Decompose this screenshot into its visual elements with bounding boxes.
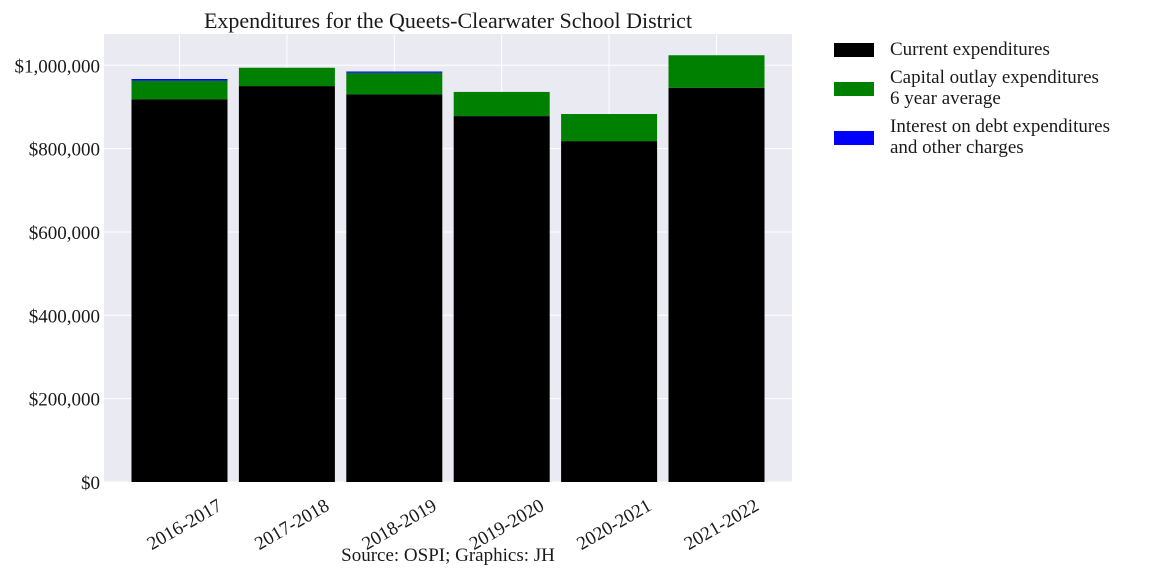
- x-tick-label: 2021-2022: [681, 495, 763, 554]
- bar-segment-1: [346, 94, 443, 482]
- legend-swatch: [834, 131, 874, 145]
- legend-label: Interest on debt expenditures: [890, 116, 1110, 137]
- bar-segment-1: [238, 86, 335, 483]
- bars: [131, 55, 765, 483]
- legend-swatch: [834, 43, 874, 57]
- bar-segment-2: [668, 55, 765, 88]
- bar-segment-1: [131, 99, 228, 483]
- legend-label: Capital outlay expenditures: [890, 67, 1099, 88]
- y-tick-label: $200,000: [29, 390, 100, 411]
- bar-segment-1: [453, 116, 550, 482]
- bar-segment-1: [561, 141, 658, 482]
- y-tick-label: $600,000: [29, 223, 100, 244]
- y-axis: $0 $200,000 $400,000 $600,000 $800,000 $1,000…: [15, 56, 101, 494]
- bar-segment-1: [668, 87, 765, 482]
- bar-segment-3: [131, 79, 228, 81]
- bar-segment-2: [131, 80, 228, 100]
- y-tick-label: $1,000,000: [15, 56, 101, 77]
- bar-segment-2: [346, 72, 443, 95]
- bar-segment-2: [453, 91, 550, 117]
- y-tick-label: $400,000: [29, 306, 100, 327]
- bar-segment-3: [346, 71, 443, 73]
- x-tick-label: 2020-2021: [573, 495, 655, 554]
- legend-label: Current expenditures: [890, 39, 1050, 60]
- bar-segment-2: [238, 67, 335, 87]
- x-tick-label: 2016-2017: [144, 495, 226, 554]
- bar-segment-2: [561, 114, 658, 142]
- chart-title: Expenditures for the Queets-Clearwater S…: [204, 8, 692, 33]
- legend-label: and other charges: [890, 137, 1024, 158]
- x-tick-label: 2017-2018: [251, 495, 333, 554]
- legend-swatch: [834, 82, 874, 96]
- y-tick-label: $800,000: [29, 140, 100, 161]
- legend-label: 6 year average: [890, 88, 1001, 109]
- source-caption: Source: OSPI; Graphics: JH: [341, 545, 555, 566]
- y-tick-label: $0: [81, 473, 100, 494]
- legend: Current expenditures Capital outlay expen…: [834, 39, 1110, 158]
